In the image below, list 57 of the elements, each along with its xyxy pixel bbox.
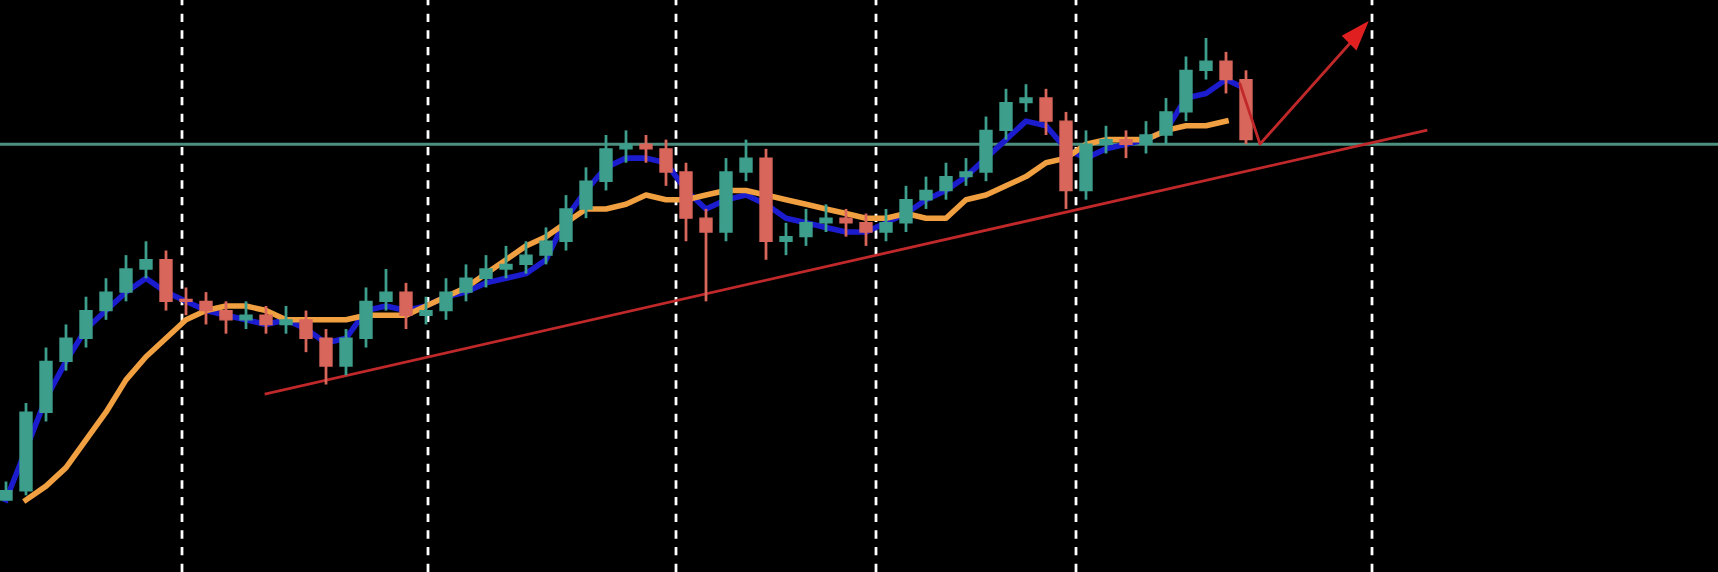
candlestick (439, 276, 453, 322)
candlestick (379, 267, 393, 312)
candlestick (1039, 87, 1053, 137)
candlestick (279, 304, 293, 336)
candlestick (119, 253, 133, 303)
candlestick (419, 295, 433, 326)
candlestick (1119, 129, 1133, 160)
candlestick (359, 286, 373, 349)
candlestick (1079, 129, 1093, 202)
candlestick (519, 239, 533, 276)
candlestick (1199, 36, 1213, 81)
candlestick (399, 281, 413, 331)
candlestick (859, 212, 873, 248)
candlestick (599, 133, 613, 192)
candlestick (899, 184, 913, 234)
candlestick (539, 226, 553, 266)
candlestick (319, 327, 333, 386)
candlestick (259, 304, 273, 336)
candlestick (79, 295, 93, 349)
candlestick (579, 165, 593, 220)
candlestick (1179, 55, 1193, 123)
candlestick (819, 202, 833, 234)
candlestick (939, 161, 953, 202)
candlestick (459, 262, 473, 303)
candlestick (479, 253, 493, 289)
candlestick (199, 290, 213, 326)
candlestick (699, 207, 713, 303)
candlestick (499, 244, 513, 280)
candlestick (1019, 82, 1033, 114)
candlestick (59, 323, 73, 373)
candlestick (239, 299, 253, 331)
candlestick (1099, 124, 1113, 155)
candlestick (639, 133, 653, 165)
candlestick (299, 309, 313, 354)
candlestick (779, 221, 793, 257)
candlestick (0, 480, 13, 502)
candlestick (619, 129, 633, 165)
candlestick (879, 207, 893, 243)
candlestick (979, 115, 993, 183)
candlestick (159, 249, 173, 312)
candlestick (179, 286, 193, 317)
candlestick (1139, 119, 1153, 155)
candlestick (739, 138, 753, 183)
candlestick (659, 138, 673, 188)
candlestick (219, 299, 233, 336)
candlestick (139, 239, 153, 280)
candlestick (679, 161, 693, 243)
candlestick (559, 193, 573, 252)
candlestick (999, 87, 1013, 142)
candlestick (919, 175, 933, 211)
candlestick (959, 156, 973, 188)
candlestick (339, 327, 353, 377)
candlestick (1219, 50, 1233, 95)
candlestick (1159, 96, 1173, 146)
candlestick (839, 207, 853, 239)
candlestick (799, 207, 813, 248)
candlestick (99, 276, 113, 322)
